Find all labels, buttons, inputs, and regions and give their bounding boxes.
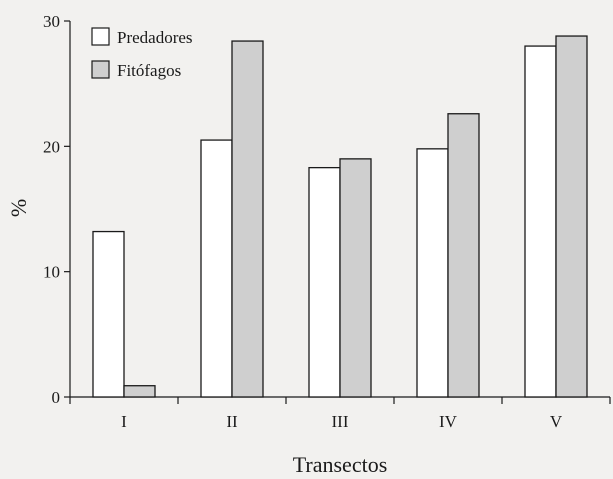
legend-label: Predadores xyxy=(117,28,193,47)
bar-predadores-III xyxy=(308,166,341,398)
bar-predadores-IV xyxy=(416,148,449,398)
bars xyxy=(92,35,588,398)
x-tick-label: IV xyxy=(439,412,458,431)
x-ticks: I II III IV V xyxy=(69,397,611,431)
y-tick-label: 10 xyxy=(43,263,60,282)
y-axis-title: % xyxy=(6,199,31,217)
bar-fitofagos-V xyxy=(555,35,588,398)
bar-predadores-II xyxy=(200,139,233,398)
bar-fitofagos-IV xyxy=(447,113,480,398)
bar-fitofagos-III xyxy=(339,158,372,398)
legend-swatch xyxy=(91,27,110,46)
bar-predadores-I xyxy=(92,230,125,398)
x-axis-title: Transectos xyxy=(293,452,388,477)
x-tick-label: III xyxy=(332,412,349,431)
x-tick-label: I xyxy=(121,412,127,431)
y-tick-label: 30 xyxy=(43,12,60,31)
bar-fitofagos-I xyxy=(123,385,156,398)
y-ticks: 0 10 20 30 xyxy=(43,12,70,407)
legend-swatch xyxy=(91,60,110,79)
x-tick-label: V xyxy=(550,412,563,431)
legend-label: Fitófagos xyxy=(117,61,181,80)
y-tick-label: 20 xyxy=(43,137,60,156)
bar-predadores-V xyxy=(524,45,557,398)
bar-fitofagos-II xyxy=(231,40,264,398)
legend: Predadores Fitófagos xyxy=(91,27,193,80)
x-tick-label: II xyxy=(226,412,238,431)
y-tick-label: 0 xyxy=(52,388,61,407)
